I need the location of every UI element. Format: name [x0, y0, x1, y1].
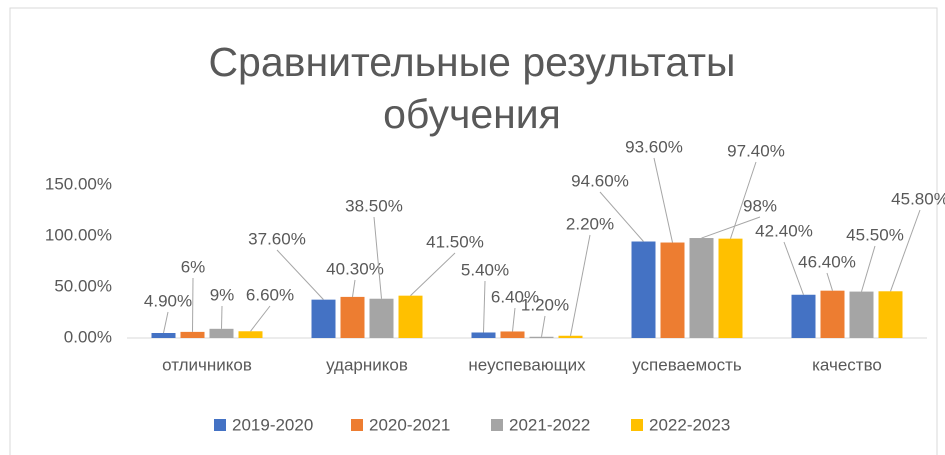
bar: [718, 238, 743, 338]
leader-line: [570, 234, 591, 336]
bar: [558, 335, 583, 338]
bar: [471, 332, 496, 338]
leader-line: [352, 279, 356, 297]
y-tick-label: 150.00%: [45, 174, 112, 193]
bar: [631, 241, 656, 338]
chart-title: Сравнительные результаты обучения: [208, 39, 736, 137]
bar: [820, 290, 845, 338]
legend-label: 2020-2021: [369, 415, 450, 434]
data-label: 38.50%: [345, 196, 403, 215]
legend-swatch: [631, 419, 643, 431]
leader-line: [192, 277, 194, 332]
leader-line: [701, 216, 761, 239]
bar: [209, 328, 234, 338]
legend-swatch: [351, 419, 363, 431]
x-tick-label: успеваемость: [632, 355, 742, 374]
x-tick-label: отличников: [162, 355, 252, 374]
bar: [340, 296, 365, 338]
bar: [151, 333, 176, 338]
leader-line: [826, 272, 833, 291]
bar: [311, 299, 336, 338]
leader-line: [410, 252, 456, 297]
leader-line: [783, 241, 804, 295]
data-label: 42.40%: [755, 221, 813, 240]
legend-label: 2021-2022: [509, 415, 590, 434]
leader-line: [512, 307, 516, 332]
leader-line: [483, 280, 486, 333]
bar: [791, 294, 816, 338]
bar: [689, 238, 714, 338]
data-label: 94.60%: [571, 171, 629, 190]
data-label: 45.50%: [846, 225, 904, 244]
data-label: 5.40%: [461, 260, 509, 279]
data-label: 6%: [181, 257, 206, 276]
bar: [180, 331, 205, 338]
bar: [660, 242, 685, 338]
leader-line: [276, 249, 324, 300]
leader-line: [599, 191, 644, 242]
data-label: 98%: [743, 196, 777, 215]
leader-line: [541, 315, 546, 337]
bar: [529, 336, 554, 338]
data-label: 6.40%: [491, 287, 539, 306]
leader-line: [890, 209, 921, 292]
y-tick-label: 100.00%: [45, 225, 112, 244]
data-label: 97.40%: [727, 141, 785, 160]
legend-swatch: [214, 419, 226, 431]
bar: [500, 331, 525, 338]
data-label: 37.60%: [248, 229, 306, 248]
y-tick-label: 50.00%: [54, 276, 112, 295]
legend-swatch: [491, 419, 503, 431]
legend-label: 2019-2020: [232, 415, 313, 434]
data-label: 40.30%: [326, 259, 384, 278]
x-tick-label: неуспевающих: [468, 355, 586, 374]
leader-line: [653, 157, 673, 243]
data-label: 6.60%: [246, 285, 294, 304]
legend-label: 2022-2023: [649, 415, 730, 434]
data-label: 41.50%: [426, 232, 484, 251]
data-label: 93.60%: [625, 137, 683, 156]
leader-line: [861, 245, 876, 292]
bar: [398, 295, 423, 338]
data-label: 1.20%: [521, 295, 569, 314]
leader-line: [730, 161, 757, 239]
bar: [238, 331, 263, 338]
leader-line: [250, 305, 271, 332]
bar: [369, 298, 394, 338]
bar: [878, 291, 903, 338]
chart-border: [9, 7, 938, 455]
leader-line: [221, 305, 223, 329]
y-tick-label: 0.00%: [64, 327, 112, 346]
leader-line: [163, 311, 169, 334]
data-label: 4.90%: [144, 291, 192, 310]
x-tick-label: ударников: [326, 355, 408, 374]
bar: [849, 291, 874, 338]
data-label: 45.80%: [891, 189, 945, 208]
data-label: 9%: [210, 285, 235, 304]
data-label: 2.20%: [566, 214, 614, 233]
data-label: 46.40%: [798, 252, 856, 271]
x-tick-label: качество: [812, 355, 882, 374]
leader-line: [373, 216, 382, 299]
